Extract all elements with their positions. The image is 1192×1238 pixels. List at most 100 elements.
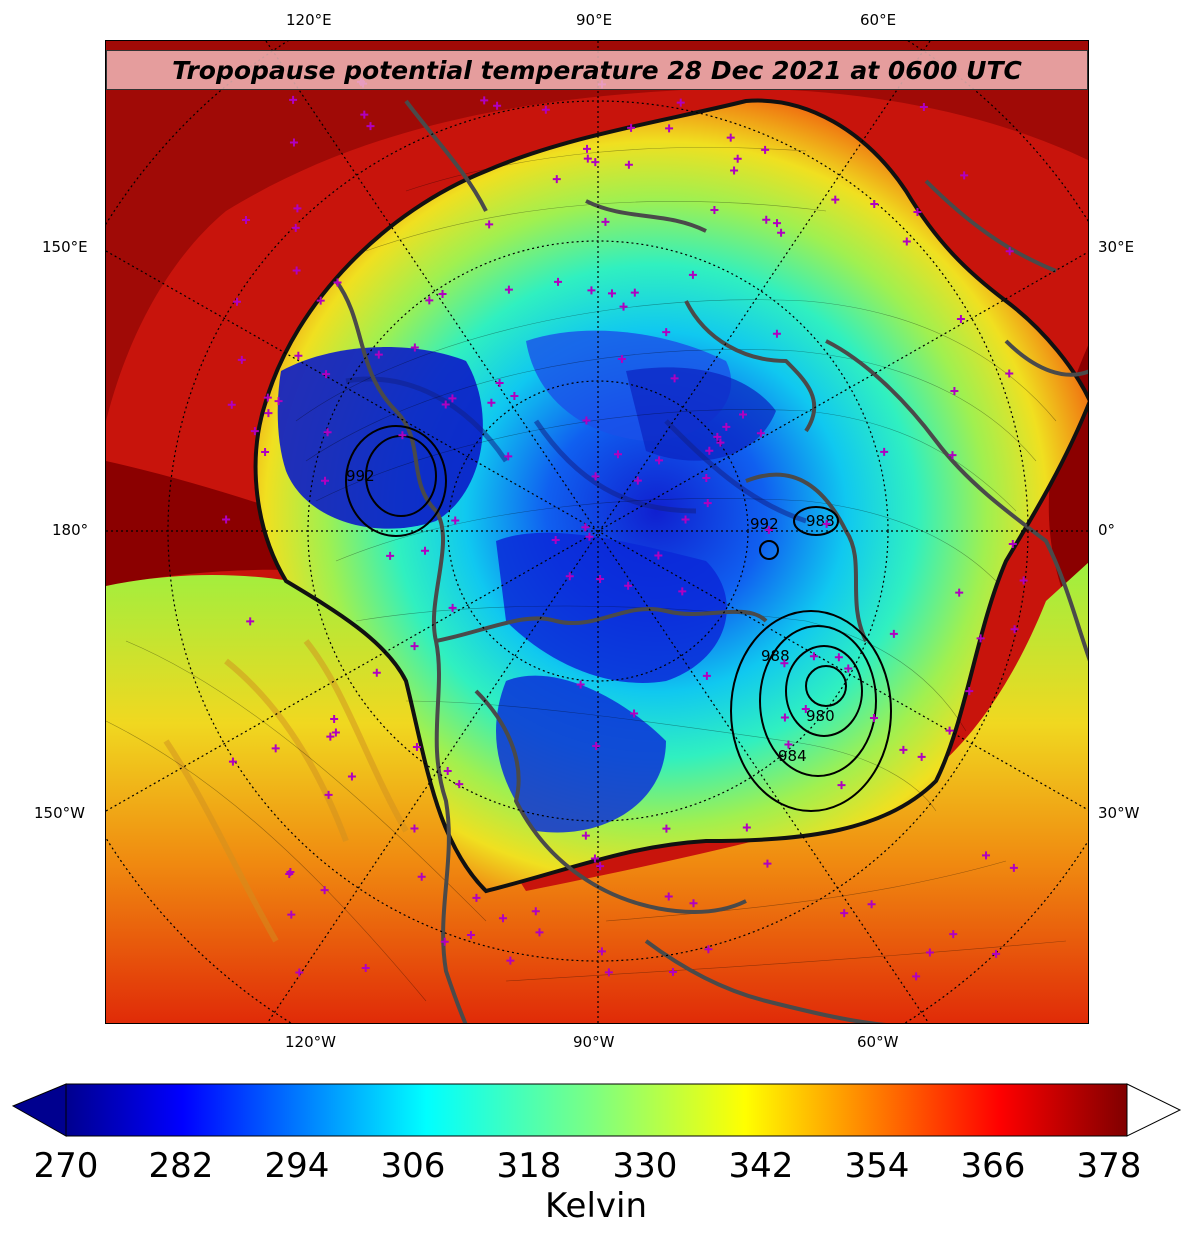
station-marker	[1005, 247, 1014, 256]
colorbar-tick-2: 294	[264, 1146, 330, 1186]
station-marker	[263, 393, 272, 402]
contour-label-6: 984	[778, 747, 807, 765]
station-marker	[948, 451, 957, 460]
colorbar-tick-9: 378	[1076, 1146, 1142, 1186]
station-marker	[293, 204, 302, 213]
station-marker	[822, 519, 831, 528]
station-marker	[541, 105, 550, 114]
station-marker	[834, 653, 843, 662]
station-marker	[554, 277, 563, 286]
station-marker	[485, 220, 494, 229]
map-canvas: 992 992 988 988 980 984	[106, 41, 1088, 1023]
station-marker	[809, 652, 818, 661]
station-marker	[326, 732, 335, 741]
station-marker	[601, 217, 610, 226]
station-marker	[330, 715, 339, 724]
station-marker	[291, 223, 300, 232]
station-marker	[668, 967, 677, 976]
station-marker	[535, 928, 544, 937]
station-marker	[261, 448, 270, 457]
station-marker	[289, 138, 298, 147]
station-marker	[455, 780, 464, 789]
station-marker	[320, 886, 329, 895]
station-marker	[480, 96, 489, 105]
colorbar-tick-8: 366	[960, 1146, 1026, 1186]
station-marker	[448, 603, 457, 612]
station-marker	[773, 219, 782, 228]
colorbar-extend-low	[11, 1083, 67, 1137]
colorbar-gradient	[65, 1083, 1128, 1137]
station-marker	[617, 355, 626, 364]
colorbar-tick-5: 330	[612, 1146, 678, 1186]
station-marker	[955, 588, 964, 597]
right-label-30e: 30°E	[1098, 238, 1135, 256]
station-marker	[705, 446, 714, 455]
station-marker	[581, 523, 590, 532]
station-marker	[331, 728, 340, 737]
station-marker	[945, 726, 954, 735]
station-marker	[722, 422, 731, 431]
station-marker	[919, 103, 928, 112]
station-marker	[613, 450, 622, 459]
station-marker	[676, 98, 685, 107]
station-marker	[742, 823, 751, 832]
contour-label-1: 992	[346, 467, 375, 485]
map-title-box: Tropopause potential temperature 28 Dec …	[106, 50, 1088, 90]
station-marker	[495, 379, 504, 388]
colorbar-label: Kelvin	[544, 1186, 648, 1226]
colorbar	[11, 1083, 1182, 1137]
station-marker	[410, 824, 419, 833]
station-marker	[592, 741, 601, 750]
station-marker	[912, 972, 921, 981]
subtropical-air-mass	[106, 562, 1088, 1023]
station-marker	[597, 947, 606, 956]
station-marker	[976, 634, 985, 643]
right-label-0: 0°	[1098, 521, 1116, 539]
station-marker	[710, 206, 719, 215]
colorbar-tick-7: 354	[844, 1146, 910, 1186]
left-label-150e: 150°E	[42, 238, 88, 256]
station-marker	[228, 757, 237, 766]
bottom-label-90w: 90°W	[573, 1033, 615, 1051]
station-marker	[361, 964, 370, 973]
bottom-label-60w: 60°W	[857, 1033, 899, 1051]
station-marker	[285, 869, 294, 878]
station-marker	[633, 476, 642, 485]
station-marker	[1010, 625, 1019, 634]
colorbar-tick-1: 282	[148, 1146, 214, 1186]
station-marker	[324, 790, 333, 799]
contour-label-5: 980	[806, 707, 835, 725]
station-marker	[681, 515, 690, 524]
station-marker	[316, 296, 325, 305]
station-marker	[222, 515, 231, 524]
station-marker	[784, 740, 793, 749]
station-marker	[372, 668, 381, 677]
station-marker	[624, 581, 633, 590]
colorbar-tick-0: 270	[33, 1146, 99, 1186]
station-marker	[730, 166, 739, 175]
station-marker	[417, 872, 426, 881]
station-marker	[702, 474, 711, 483]
station-marker	[438, 290, 447, 299]
station-marker	[630, 709, 639, 718]
station-marker	[443, 766, 452, 775]
colorbar-extend-high	[1126, 1083, 1182, 1137]
station-marker	[761, 145, 770, 154]
station-marker	[992, 949, 1001, 958]
station-marker	[237, 355, 246, 364]
station-marker	[655, 456, 664, 465]
station-marker	[596, 862, 605, 871]
station-marker	[552, 175, 561, 184]
station-marker	[581, 831, 590, 840]
station-marker	[726, 133, 735, 142]
station-marker	[738, 410, 747, 419]
station-marker	[250, 427, 259, 436]
station-marker	[347, 772, 356, 781]
station-marker	[678, 587, 687, 596]
polar-vortex-region	[253, 98, 1088, 894]
station-marker	[604, 968, 613, 977]
station-marker	[662, 328, 671, 337]
right-label-30w: 30°W	[1098, 804, 1140, 822]
station-marker	[716, 438, 725, 447]
station-marker	[704, 945, 713, 954]
